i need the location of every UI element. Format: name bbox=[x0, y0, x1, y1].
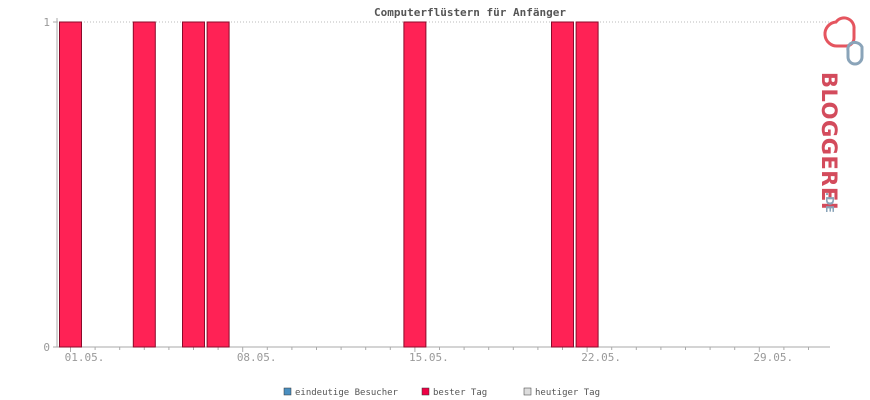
y-tick-label: 0 bbox=[43, 341, 50, 354]
legend-label-heutiger-tag: heutiger Tag bbox=[535, 388, 600, 398]
x-tick-label: 08.05. bbox=[237, 351, 277, 364]
bloggerei-logo-suffix: .DE bbox=[823, 192, 836, 213]
bar bbox=[403, 21, 427, 348]
bar bbox=[551, 21, 574, 348]
legend-item-heutiger-tag: heutiger Tag bbox=[523, 387, 600, 398]
bloggerei-logo-text: BLOGGEREI bbox=[817, 72, 841, 210]
legend-label-eindeutige-besucher: eindeutige Besucher bbox=[295, 388, 399, 398]
legend-label-bester-tag: bester Tag bbox=[433, 388, 487, 398]
x-tick-label: 22.05. bbox=[581, 351, 621, 364]
bloggerei-logo-icon bbox=[823, 16, 864, 66]
legend-item-bester-tag: bester Tag bbox=[421, 387, 487, 398]
bar bbox=[575, 21, 599, 348]
bar bbox=[132, 21, 156, 348]
x-tick-label: 01.05. bbox=[65, 351, 105, 364]
bar bbox=[182, 21, 205, 348]
bar bbox=[206, 21, 230, 348]
legend-swatch-bester-tag bbox=[421, 387, 430, 396]
y-axis-ticks: 01 bbox=[43, 16, 57, 354]
y-tick-label: 1 bbox=[43, 16, 50, 29]
x-axis-ticks: 01.05. 08.05. 15.05. 22.05. 29.05. bbox=[65, 347, 809, 364]
x-tick-label: 29.05. bbox=[753, 351, 793, 364]
legend-item-eindeutige-besucher: eindeutige Besucher bbox=[283, 387, 399, 398]
legend-swatch-heutiger-tag bbox=[523, 387, 532, 396]
x-tick-label: 15.05. bbox=[409, 351, 449, 364]
chart-title: Computerflüstern für Anfänger bbox=[374, 6, 566, 19]
legend-swatch-eindeutige-besucher bbox=[283, 387, 292, 396]
bar bbox=[59, 21, 82, 348]
bars bbox=[59, 21, 599, 348]
bloggerei-logo: BLOGGEREI .DE bbox=[817, 16, 864, 213]
legend: eindeutige Besucher bester Tag heutiger … bbox=[283, 387, 600, 398]
